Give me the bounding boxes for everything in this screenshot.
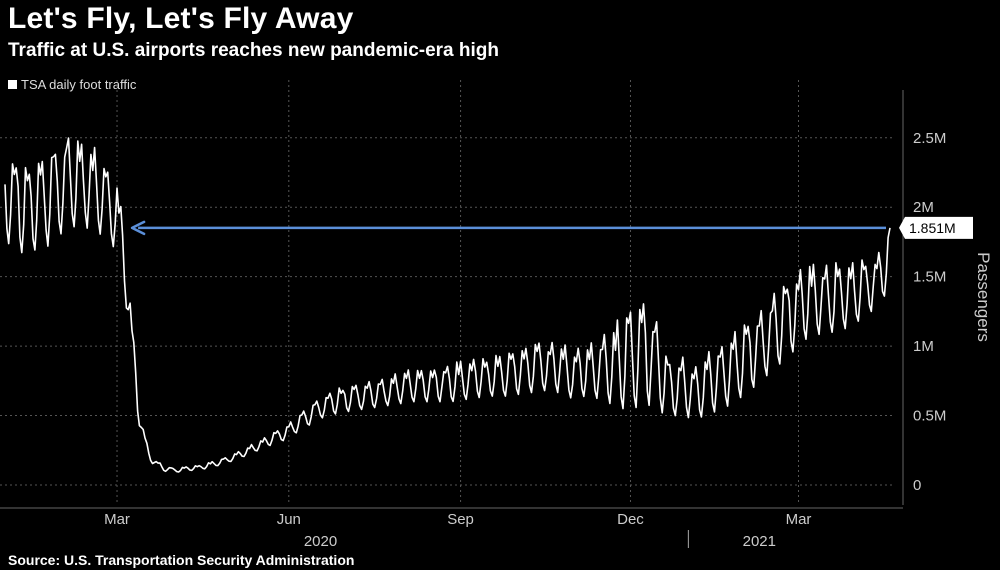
reference-arrow-head [130,220,146,236]
series-line-tsa-daily-foot-traffic [4,137,891,473]
year-label: 2021 [743,533,776,550]
x-tick-label: Dec [617,511,644,528]
callout-value-label: 1.851M [909,220,956,236]
y-tick-label: 2M [913,199,934,216]
callout-box [899,216,973,239]
legend: TSA daily foot traffic [8,77,136,92]
y-tick-label: 0.5M [913,408,946,425]
y-tick-label: 1.5M [913,269,946,286]
y-axis-title: Passengers [974,252,993,342]
series-layer [4,137,891,473]
x-tick-label: Mar [786,511,812,528]
y-tick-label: 2.5M [913,130,946,147]
chart-title: Let's Fly, Let's Fly Away [8,2,354,35]
chart-subtitle: Traffic at U.S. airports reaches new pan… [8,40,499,61]
x-tick-label: Mar [104,511,130,528]
x-tick-label: Jun [277,511,301,528]
legend-swatch [8,80,17,89]
y-tick-label: 0 [913,477,921,494]
y-tick-label: 1M [913,338,934,355]
x-tick-label: Sep [447,511,474,528]
axes: 0 0.5M 1M 1.5M 2M 2.5M Mar Jun Sep Dec Mar 2020 2021… [0,90,993,550]
source-note: Source: U.S. Transportation Security Adm… [8,552,355,568]
year-label: 2020 [304,533,337,550]
legend-label: TSA daily foot traffic [21,77,137,92]
annotation-layer: 1.851M [130,216,973,239]
grid-lines [0,80,895,505]
